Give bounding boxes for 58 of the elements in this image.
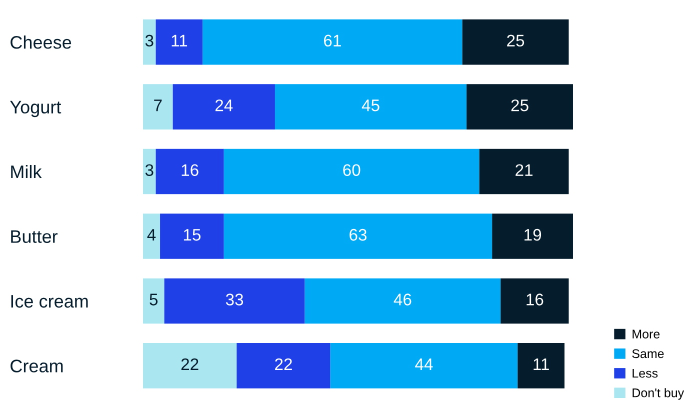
- bar: [492, 214, 573, 259]
- legend-label: Less: [632, 368, 658, 378]
- data-label: 3: [145, 34, 154, 47]
- bar: [500, 278, 569, 324]
- bar: [518, 343, 564, 388]
- data-label: 11: [534, 358, 549, 370]
- data-label: 22: [275, 358, 292, 370]
- bar: [224, 214, 492, 259]
- y-tick-label: Ice cream: [11, 295, 88, 308]
- legend-label: More: [632, 330, 660, 338]
- y-tick-label: Cream: [10, 360, 63, 372]
- bar: [164, 278, 305, 324]
- y-tick-label: Yogurt: [10, 100, 62, 118]
- bar: [462, 19, 569, 65]
- bar: [466, 84, 573, 130]
- data-label: 60: [343, 164, 360, 176]
- bar: [330, 343, 518, 388]
- data-label: 33: [226, 294, 244, 306]
- data-label: 44: [415, 358, 433, 370]
- data-label: 16: [182, 164, 198, 176]
- data-label: 25: [507, 34, 524, 47]
- bar: [236, 343, 330, 388]
- data-label: 7: [154, 100, 162, 112]
- bar: [160, 214, 224, 259]
- bar: [304, 278, 501, 324]
- bar: [143, 343, 237, 388]
- y-tick-label: Cheese: [10, 36, 72, 49]
- y-tick-label: Butter: [11, 230, 58, 243]
- bar: [143, 19, 156, 65]
- bar: [156, 19, 203, 65]
- data-label: 16: [526, 294, 544, 306]
- data-label: 4: [147, 229, 156, 241]
- data-label: 63: [350, 228, 367, 241]
- legend-label: Same: [632, 349, 664, 358]
- data-label: 15: [184, 229, 201, 241]
- bar: [143, 148, 156, 194]
- data-label: 46: [394, 294, 412, 306]
- bar: [143, 84, 173, 130]
- data-label: 25: [511, 99, 528, 112]
- data-label: 22: [181, 358, 198, 370]
- bar: [479, 148, 569, 194]
- bar: [224, 148, 480, 194]
- data-label: 3: [145, 164, 154, 176]
- bar: [156, 148, 224, 194]
- bar: [274, 84, 467, 130]
- data-label: 11: [172, 34, 188, 46]
- y-tick-label: Milk: [11, 164, 42, 178]
- data-label: 19: [524, 228, 542, 241]
- bar: [172, 84, 275, 130]
- bar: [143, 214, 160, 259]
- bar: [143, 278, 164, 324]
- bar: [202, 19, 462, 65]
- data-label: 45: [362, 100, 380, 112]
- data-label: 21: [516, 164, 532, 176]
- data-label: 5: [150, 294, 158, 306]
- data-label: 61: [324, 34, 341, 47]
- data-label: 24: [215, 99, 233, 112]
- legend-label: Don't buy: [632, 388, 684, 400]
